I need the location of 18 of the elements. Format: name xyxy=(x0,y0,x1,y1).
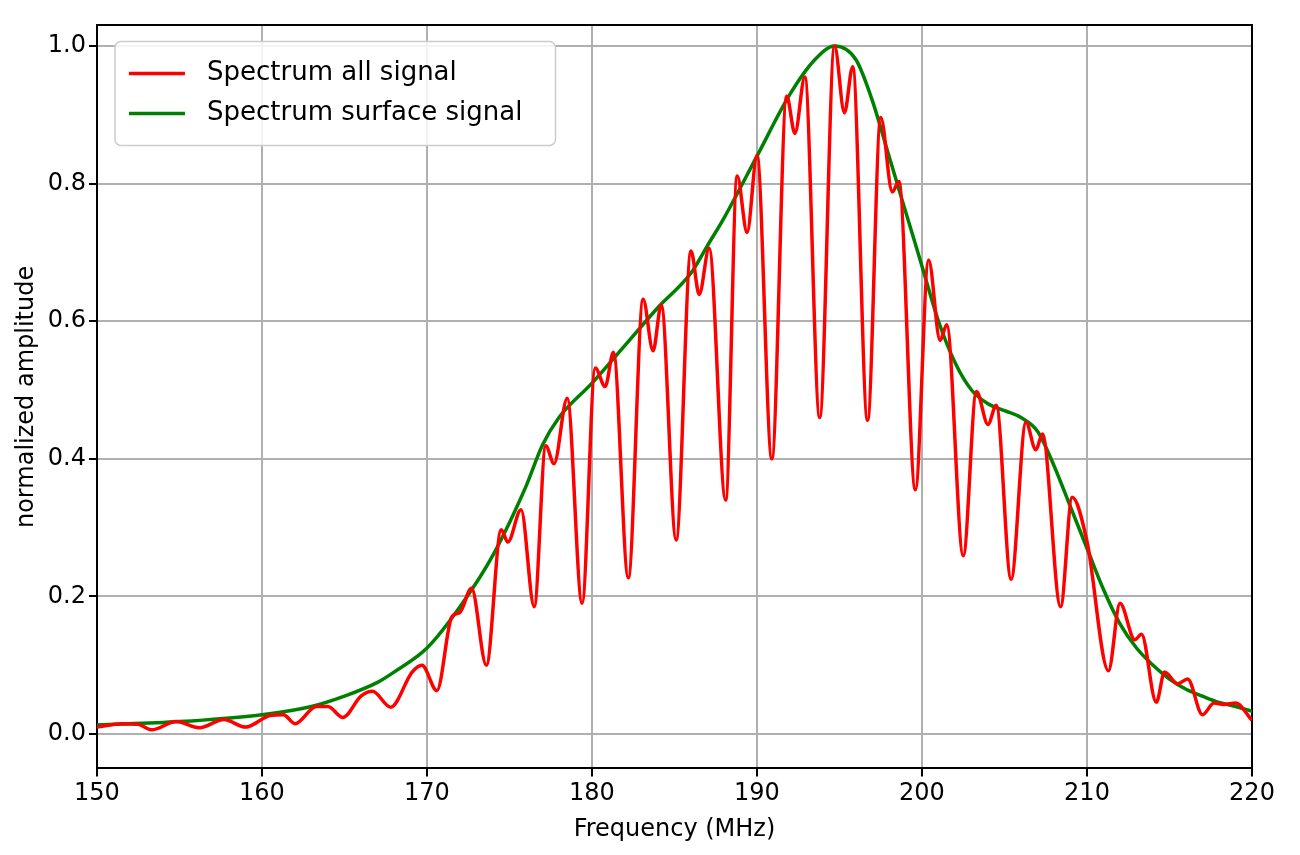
x-axis-title: Frequency (MHz) xyxy=(573,813,776,842)
y-tick-label: 0.4 xyxy=(47,443,86,472)
y-tick-label: 0.2 xyxy=(47,580,86,609)
y-tick-label: 0.6 xyxy=(47,305,86,334)
legend-label: Spectrum surface signal xyxy=(206,96,523,127)
x-tick-label: 160 xyxy=(239,778,285,807)
y-tick-label: 0.0 xyxy=(47,718,86,747)
x-tick-label: 210 xyxy=(1064,778,1110,807)
x-tick-label: 150 xyxy=(74,778,120,807)
x-tick-label: 190 xyxy=(734,778,780,807)
x-tick-label: 200 xyxy=(899,778,945,807)
x-tick-label: 180 xyxy=(569,778,615,807)
legend-label: Spectrum all signal xyxy=(206,56,457,87)
x-tick-label: 220 xyxy=(1229,778,1275,807)
y-tick-label: 1.0 xyxy=(47,30,86,59)
y-tick-label: 0.8 xyxy=(47,167,86,196)
y-axis-title: normalized amplitude xyxy=(10,265,39,529)
x-tick-label: 170 xyxy=(404,778,450,807)
